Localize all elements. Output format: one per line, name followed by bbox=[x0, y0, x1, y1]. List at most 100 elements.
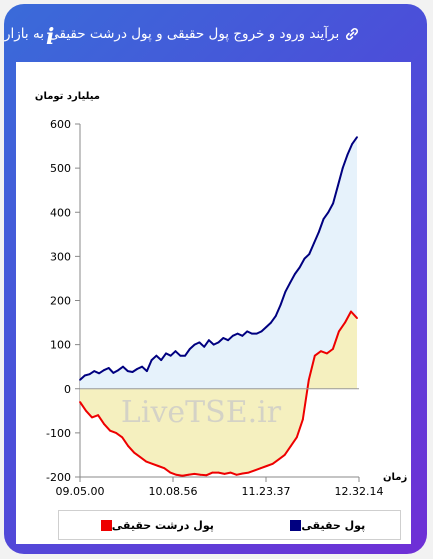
data-point bbox=[344, 321, 346, 324]
data-point bbox=[322, 218, 325, 220]
data-point bbox=[253, 469, 256, 472]
data-point bbox=[284, 290, 287, 293]
data-point bbox=[294, 273, 296, 275]
data-point bbox=[332, 202, 334, 205]
info-button[interactable]: i bbox=[46, 24, 55, 50]
data-point bbox=[163, 467, 166, 470]
data-point bbox=[103, 423, 105, 425]
y-tick-label: 300 bbox=[50, 250, 71, 263]
data-point bbox=[231, 334, 234, 337]
data-point bbox=[338, 330, 340, 333]
data-point bbox=[184, 354, 187, 357]
y-tick-label: 600 bbox=[50, 118, 71, 131]
data-point bbox=[241, 334, 244, 337]
data-point bbox=[247, 471, 250, 474]
chart-legend: پول حقیقی پول درشت حقیقی bbox=[58, 510, 401, 540]
data-point bbox=[98, 372, 100, 375]
data-point bbox=[259, 467, 262, 470]
data-point bbox=[150, 359, 153, 361]
x-axis-label: زمان bbox=[383, 472, 407, 483]
link-icon[interactable] bbox=[345, 27, 359, 41]
x-tick-label: 10.08.56 bbox=[149, 485, 198, 498]
y-tick-label: -200 bbox=[46, 471, 71, 484]
data-point bbox=[188, 348, 191, 350]
series-area-2 bbox=[80, 311, 357, 476]
data-point bbox=[320, 350, 322, 353]
data-point bbox=[217, 341, 220, 344]
data-point bbox=[235, 473, 238, 476]
data-point bbox=[121, 436, 124, 439]
data-point bbox=[112, 372, 115, 374]
data-point bbox=[174, 350, 177, 353]
data-point bbox=[227, 339, 230, 342]
data-point bbox=[208, 339, 210, 342]
data-point bbox=[313, 354, 316, 357]
legend-item[interactable]: پول حقیقی bbox=[283, 519, 365, 532]
chart-title: برآیند ورود و خروج پول حقیقی و پول درشت … bbox=[4, 26, 340, 42]
data-point bbox=[260, 330, 263, 333]
data-point bbox=[317, 231, 320, 234]
data-point bbox=[265, 326, 268, 328]
y-tick-label: 500 bbox=[50, 162, 71, 175]
data-point bbox=[283, 454, 286, 456]
x-tick-label: 12.32.14 bbox=[335, 485, 384, 498]
data-point bbox=[236, 332, 239, 335]
data-point bbox=[193, 473, 196, 475]
data-point bbox=[198, 341, 201, 344]
data-point bbox=[146, 370, 148, 372]
data-point bbox=[93, 370, 96, 372]
data-point bbox=[295, 436, 298, 439]
y-tick-label: 100 bbox=[50, 339, 71, 352]
data-point bbox=[255, 332, 258, 335]
data-point bbox=[277, 458, 280, 461]
data-point bbox=[346, 154, 349, 156]
legend-item[interactable]: پول درشت حقیقی bbox=[94, 519, 214, 532]
series-area-1 bbox=[80, 137, 357, 389]
y-tick-label: -100 bbox=[46, 427, 71, 440]
data-point bbox=[298, 266, 301, 269]
data-point bbox=[211, 471, 214, 474]
chart-plot: میلیارد تومان زمان -200 -100 0 100 200 300 400 50… bbox=[35, 91, 408, 498]
data-point bbox=[181, 474, 184, 477]
data-point bbox=[169, 471, 172, 474]
data-point bbox=[122, 365, 124, 368]
data-point bbox=[157, 465, 160, 467]
data-point bbox=[91, 416, 93, 419]
data-point bbox=[351, 143, 354, 145]
data-point bbox=[193, 343, 196, 346]
legend-label: پول درشت حقیقی bbox=[111, 518, 214, 532]
data-point bbox=[337, 184, 339, 187]
chart-card: برآیند ورود و خروج پول حقیقی و پول درشت … bbox=[4, 4, 427, 554]
data-point bbox=[212, 343, 215, 346]
y-tick-label: 0 bbox=[64, 383, 71, 396]
data-point bbox=[127, 445, 130, 447]
x-tick-label: 09.05.00 bbox=[56, 485, 105, 498]
data-point bbox=[79, 401, 81, 403]
data-point bbox=[165, 352, 167, 355]
data-point bbox=[274, 315, 277, 317]
data-point bbox=[326, 352, 328, 355]
data-point bbox=[289, 445, 292, 447]
data-point bbox=[88, 373, 91, 376]
data-point bbox=[241, 472, 244, 475]
y-tick-label: 400 bbox=[50, 206, 71, 219]
data-point bbox=[136, 368, 139, 370]
legend-swatch bbox=[100, 519, 112, 531]
data-point bbox=[217, 471, 220, 474]
data-point bbox=[271, 462, 274, 465]
legend-swatch bbox=[290, 519, 302, 531]
data-point bbox=[341, 167, 344, 169]
data-point bbox=[332, 348, 334, 350]
data-point bbox=[97, 414, 99, 417]
data-point bbox=[279, 304, 282, 306]
data-point bbox=[301, 418, 304, 421]
data-point bbox=[356, 317, 358, 319]
data-point bbox=[199, 473, 202, 476]
data-point bbox=[115, 432, 117, 434]
data-point bbox=[179, 354, 182, 357]
legend-label: پول حقیقی bbox=[301, 518, 366, 532]
data-point bbox=[145, 460, 148, 463]
data-point bbox=[313, 242, 315, 245]
data-point bbox=[109, 429, 111, 432]
data-point bbox=[169, 354, 172, 357]
